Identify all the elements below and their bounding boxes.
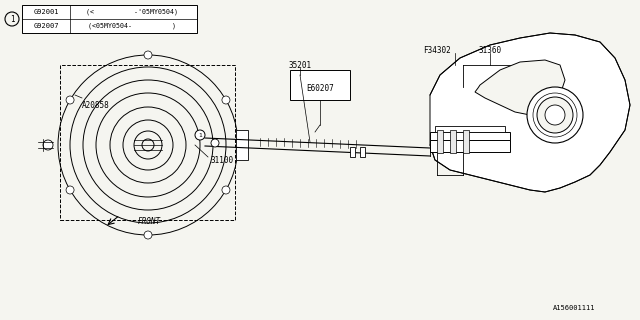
- Circle shape: [144, 231, 152, 239]
- Bar: [22, 5, 197, 33]
- Bar: [290, 70, 350, 100]
- Bar: [236, 130, 248, 160]
- Text: 35201: 35201: [289, 60, 312, 69]
- Bar: [435, 126, 505, 132]
- Text: G92001: G92001: [33, 9, 59, 15]
- Circle shape: [545, 105, 565, 125]
- Text: G92007: G92007: [33, 23, 59, 29]
- Text: E60207: E60207: [306, 84, 334, 92]
- Circle shape: [66, 96, 74, 104]
- Circle shape: [211, 139, 219, 147]
- Text: 31360: 31360: [479, 45, 502, 54]
- Bar: [430, 140, 510, 152]
- Text: 1: 1: [10, 14, 14, 23]
- Text: FRONT: FRONT: [138, 218, 161, 227]
- Circle shape: [527, 87, 583, 143]
- Circle shape: [66, 186, 74, 194]
- Circle shape: [537, 97, 573, 133]
- Bar: [463, 130, 469, 153]
- Text: (<05MY0504-          ): (<05MY0504- ): [88, 23, 176, 29]
- Bar: [437, 130, 443, 153]
- Circle shape: [222, 186, 230, 194]
- Bar: [360, 147, 365, 157]
- Text: A20858: A20858: [82, 100, 109, 109]
- Circle shape: [195, 130, 205, 140]
- Bar: [430, 132, 510, 140]
- Circle shape: [222, 96, 230, 104]
- Text: 1: 1: [198, 132, 202, 138]
- Text: (<          -'05MY0504): (< -'05MY0504): [86, 9, 178, 15]
- Bar: [60, 65, 235, 220]
- Bar: [450, 130, 456, 153]
- Text: A156001111: A156001111: [552, 305, 595, 311]
- Circle shape: [144, 51, 152, 59]
- Polygon shape: [475, 60, 565, 115]
- Bar: [350, 147, 355, 157]
- Polygon shape: [430, 33, 630, 192]
- Circle shape: [43, 140, 53, 150]
- Text: 31100: 31100: [210, 156, 233, 164]
- Text: F34302: F34302: [423, 45, 451, 54]
